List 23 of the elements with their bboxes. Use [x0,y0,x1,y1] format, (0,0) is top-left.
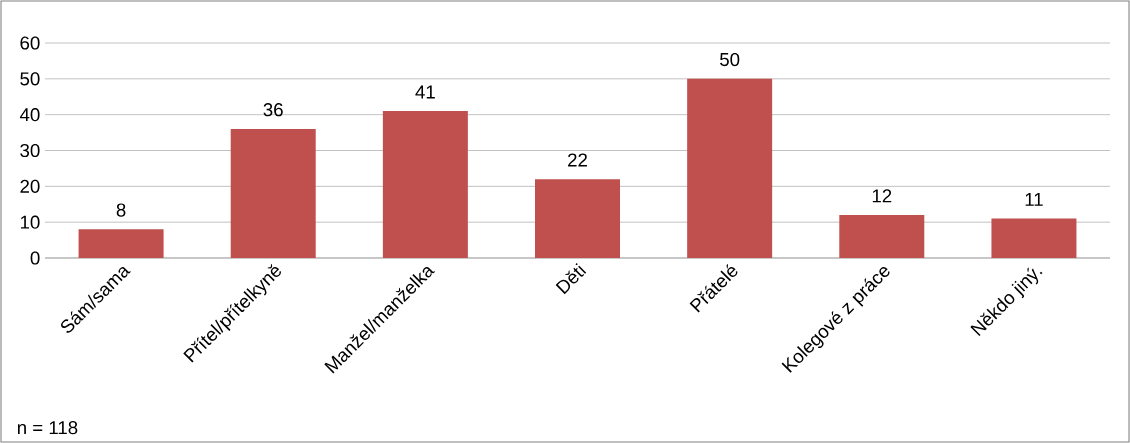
data-label: 22 [568,153,587,167]
y-tick-label: 40 [19,108,40,122]
bar [230,129,316,258]
data-label: 41 [415,85,435,99]
y-tick-label: 60 [20,36,40,50]
x-tick-label: Děti [555,263,587,295]
data-label: 50 [720,52,740,67]
bar [78,229,164,258]
bar [535,179,621,258]
y-tick-label: 10 [20,215,40,229]
data-label: 11 [1025,193,1043,206]
data-label: 12 [872,189,892,203]
text: n = 118 [17,421,78,435]
data-label: 36 [263,103,283,117]
bar [687,78,773,258]
bar [991,218,1077,258]
bar [382,111,468,258]
y-tick-label: 0 [30,251,40,265]
y-tick-label: 20 [20,179,40,193]
y-tick-label: 50 [20,72,40,86]
y-tick-label: 30 [20,143,40,158]
data-label: 8 [116,203,126,217]
bar [839,215,925,258]
